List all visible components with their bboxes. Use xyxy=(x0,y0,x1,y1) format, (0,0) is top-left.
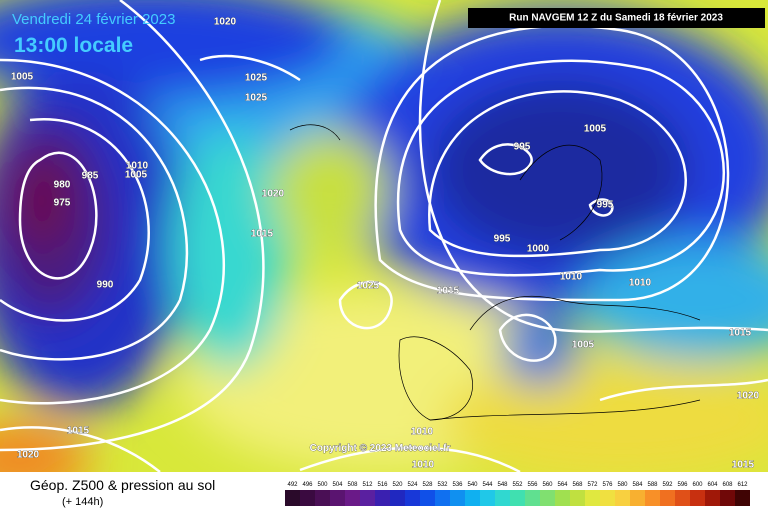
isobar-label: 1010 xyxy=(560,272,583,283)
isobar-label: 975 xyxy=(54,198,71,209)
colorbar-label: 540 xyxy=(467,482,478,488)
colorbar-swatch xyxy=(510,490,525,506)
colorbar-label: 496 xyxy=(302,482,313,488)
isobar-label: 995 xyxy=(494,234,511,245)
colorbar-swatch xyxy=(330,490,345,506)
colorbar-label: 532 xyxy=(437,482,448,488)
isobar-label: 1020 xyxy=(214,17,237,28)
isobar-label: 1010 xyxy=(412,460,435,471)
colorbar-swatch xyxy=(705,490,720,506)
colorbar-label: 504 xyxy=(332,482,343,488)
copyright: Copyright © 2023 Meteociel.fr xyxy=(310,443,451,454)
isobar-label: 1020 xyxy=(737,391,760,402)
isobar-label: 1025 xyxy=(245,73,268,84)
colorbar-label: 552 xyxy=(512,482,523,488)
valid-date: Vendredi 24 février 2023 xyxy=(12,11,175,28)
colorbar-swatch xyxy=(720,490,735,506)
colorbar-swatch xyxy=(360,490,375,506)
valid-time: 13:00 locale xyxy=(14,34,133,57)
colorbar-swatch xyxy=(675,490,690,506)
colorbar-swatch xyxy=(630,490,645,506)
colorbar-label: 548 xyxy=(497,482,508,488)
colorbar-swatch xyxy=(465,490,480,506)
isobar-label: 1005 xyxy=(584,124,607,135)
colorbar-label: 556 xyxy=(527,482,538,488)
colorbar-label: 524 xyxy=(407,482,418,488)
footer-lead: (+ 144h) xyxy=(62,496,103,508)
isobar-label: 1015 xyxy=(437,286,460,297)
isobar-label: 1010 xyxy=(629,278,652,289)
isobar-label: 1010 xyxy=(411,427,434,438)
colorbar-label: 612 xyxy=(737,482,748,488)
isobar-label: 1015 xyxy=(67,426,90,437)
colorbar-label: 604 xyxy=(707,482,718,488)
colorbar-swatch xyxy=(285,490,300,506)
colorbar-swatch xyxy=(480,490,495,506)
colorbar-label: 528 xyxy=(422,482,433,488)
colorbar-swatch xyxy=(540,490,555,506)
colorbar-label: 608 xyxy=(722,482,733,488)
isobar-label: 1010 xyxy=(126,161,149,172)
colorbar-label: 568 xyxy=(572,482,583,488)
run-label: Run NAVGEM 12 Z du Samedi 18 février 202… xyxy=(509,13,723,24)
colorbar-swatch xyxy=(495,490,510,506)
colorbar-swatch xyxy=(555,490,570,506)
colorbar-label: 596 xyxy=(677,482,688,488)
colorbar-label: 536 xyxy=(452,482,463,488)
isobar-label: 995 xyxy=(597,200,614,211)
isobar-label: 1020 xyxy=(262,189,285,200)
isobar-label: 995 xyxy=(514,142,531,153)
isobar-label: 1015 xyxy=(251,229,274,240)
colorbar-swatch xyxy=(345,490,360,506)
colorbar-label: 516 xyxy=(377,482,388,488)
colorbar-swatch xyxy=(435,490,450,506)
footer-title: Géop. Z500 & pression au sol xyxy=(30,477,215,493)
isobar-label: 1000 xyxy=(527,244,550,255)
isobar-label: 1005 xyxy=(125,170,148,181)
colorbar-swatch xyxy=(690,490,705,506)
colorbar-label: 572 xyxy=(587,482,598,488)
colorbar-label: 492 xyxy=(287,482,298,488)
isobar-label: 990 xyxy=(97,280,114,291)
colorbar-label: 600 xyxy=(692,482,703,488)
colorbar-swatch xyxy=(525,490,540,506)
colorbar-swatch xyxy=(300,490,315,506)
colorbar-label: 592 xyxy=(662,482,673,488)
colorbar-label: 512 xyxy=(362,482,373,488)
isobar-label: 1005 xyxy=(11,72,34,83)
isobar-label: 1020 xyxy=(17,450,40,461)
colorbar-swatch xyxy=(405,490,420,506)
isobar-label: 1015 xyxy=(732,460,755,471)
colorbar-swatch xyxy=(735,490,750,506)
colorbar-label: 580 xyxy=(617,482,628,488)
colorbar-swatch xyxy=(600,490,615,506)
isobar-label: 1025 xyxy=(357,281,380,292)
colorbar-swatch xyxy=(615,490,630,506)
colorbar-label: 560 xyxy=(542,482,553,488)
colorbar-swatch xyxy=(390,490,405,506)
colorbar-label: 508 xyxy=(347,482,358,488)
isobar-label: 1005 xyxy=(572,340,595,351)
colorbar-label: 564 xyxy=(557,482,568,488)
colorbar-label: 584 xyxy=(632,482,643,488)
colorbar-swatch xyxy=(315,490,330,506)
colorbar-label: 544 xyxy=(482,482,493,488)
colorbar-label: 500 xyxy=(317,482,328,488)
colorbar-swatch xyxy=(570,490,585,506)
colorbar-swatch xyxy=(585,490,600,506)
isobar-label: 1015 xyxy=(729,328,752,339)
colorbar-swatch xyxy=(645,490,660,506)
colorbar-swatch xyxy=(420,490,435,506)
isobar-label: 1025 xyxy=(245,93,268,104)
colorbar-swatch xyxy=(450,490,465,506)
isobar-label: 985 xyxy=(82,171,99,182)
colorbar-label: 576 xyxy=(602,482,613,488)
colorbar-swatch xyxy=(375,490,390,506)
colorbar-label: 520 xyxy=(392,482,403,488)
isobar-label: 980 xyxy=(54,180,71,191)
colorbar-swatch xyxy=(660,490,675,506)
colorbar-label: 588 xyxy=(647,482,658,488)
